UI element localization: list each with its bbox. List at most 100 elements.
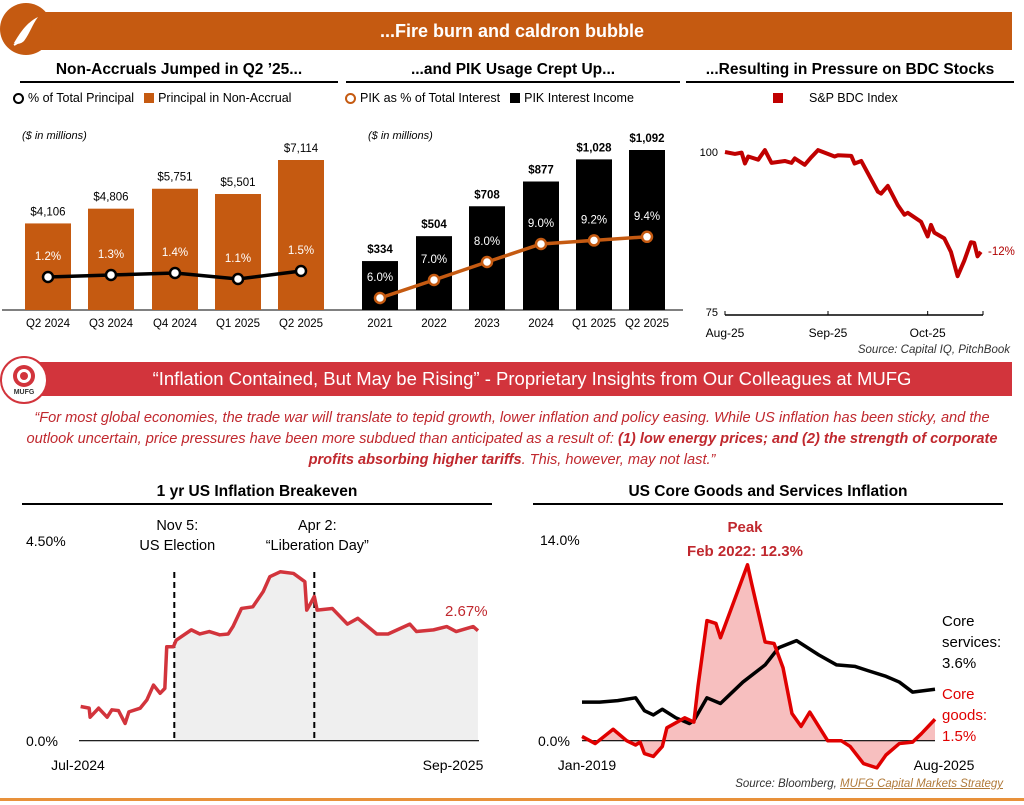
event-label: “Liberation Day”: [266, 538, 369, 554]
bar-value-label: $5,501: [220, 177, 255, 189]
line-value-label: 9.0%: [528, 218, 554, 230]
line-value-label: 1.5%: [288, 245, 314, 257]
bar-value-label: $4,106: [30, 206, 65, 218]
bar-value-label: $504: [421, 219, 447, 231]
bdc-index-line: [724, 148, 983, 279]
x-tick-label: Q1 2025: [572, 318, 616, 330]
bar-value-label: $708: [474, 189, 500, 201]
x-tick-label: Q4 2024: [153, 318, 198, 330]
goods-label: 1.5%: [942, 728, 976, 745]
chart2-legend: PIK as % of Total Interest PIK Interest …: [345, 91, 634, 105]
services-label: Core: [942, 613, 975, 630]
mufg-quote: “For most global economies, the trade wa…: [20, 408, 1004, 471]
x-tick-label: Aug-25: [706, 326, 745, 340]
line-point: [534, 237, 548, 251]
chart5-title: US Core Goods and Services Inflation: [533, 483, 1003, 505]
y-tick-label: 4.50%: [26, 533, 66, 549]
chart4-title: 1 yr US Inflation Breakeven: [22, 483, 492, 505]
bottom-divider: [0, 798, 1024, 801]
bottom-source: Source: Bloomberg, MUFG Capital Markets …: [620, 778, 1003, 790]
breakeven-line: [80, 570, 480, 726]
bar: [416, 236, 452, 310]
bar-value-label: $4,806: [93, 192, 128, 204]
x-tick-label: Q2 2025: [625, 318, 669, 330]
x-tick-label: Aug-2025: [914, 757, 975, 773]
quote-text-end: . This, however, may not last.”: [521, 452, 716, 468]
services-label: services:: [942, 634, 1001, 651]
end-value-label: -12%: [988, 246, 1015, 258]
event-label: Nov 5:: [156, 518, 198, 534]
x-tick-label: Oct-25: [910, 326, 946, 340]
y-tick-label: 75: [706, 307, 718, 319]
y-tick-label: 100: [700, 147, 718, 159]
legend-square-icon: [773, 93, 783, 103]
mufg-logo-text: MUFG: [13, 389, 35, 396]
goods-label: Core: [942, 686, 975, 703]
mufg-banner-title: “Inflation Contained, But May be Rising”…: [152, 368, 912, 389]
x-tick-label: Jan-2019: [558, 757, 617, 773]
event-label: Apr 2:: [298, 518, 337, 534]
line-point: [640, 230, 654, 244]
line-point: [427, 273, 441, 287]
line-point: [587, 234, 601, 247]
core-goods-line: [581, 563, 937, 770]
line-value-label: 1.2%: [35, 251, 61, 263]
legend-square-icon: [144, 93, 155, 103]
bird-swoosh-logo-icon: [0, 3, 52, 55]
core-services-line: [582, 638, 936, 726]
event-label: US Election: [139, 538, 215, 554]
goods-shaded-area: [582, 564, 935, 768]
legend-label: PIK Interest Income: [524, 91, 634, 105]
mufg-logo-icon: MUFG: [0, 356, 48, 404]
line-value-label: 1.1%: [225, 253, 251, 265]
line-point: [294, 264, 308, 278]
goods-label: goods:: [942, 707, 987, 724]
legend-square-icon: [510, 93, 521, 103]
line-value-label: 1.4%: [162, 247, 188, 259]
chart3-legend: S&P BDC Index: [773, 91, 898, 105]
source-text: Source: Bloomberg,: [735, 778, 841, 790]
line-series: [379, 235, 648, 300]
bdc-source: Source: Capital IQ, PitchBook: [857, 344, 1010, 356]
shaded-area: [174, 571, 478, 741]
line-point: [41, 270, 55, 284]
line-value-label: 8.0%: [474, 236, 500, 248]
line-point: [104, 268, 118, 282]
legend-label: PIK as % of Total Interest: [360, 91, 501, 105]
bar: [88, 208, 134, 310]
x-tick-label: Q2 2024: [26, 318, 71, 330]
chart2-title: ...and PIK Usage Crept Up...: [346, 61, 680, 83]
x-tick-label: 2022: [421, 318, 447, 330]
line-value-label: 9.4%: [634, 211, 660, 223]
chart1-title: Non-Accruals Jumped in Q2 ’25...: [20, 61, 338, 83]
x-tick-label: Q2 2025: [279, 318, 323, 330]
x-tick-label: 2023: [474, 318, 500, 330]
bar-value-label: $5,751: [157, 172, 192, 184]
chart3-title: ...Resulting in Pressure on BDC Stocks: [686, 61, 1014, 83]
peak-label: Feb 2022: 12.3%: [687, 543, 803, 560]
x-tick-label: 2021: [367, 318, 393, 330]
x-tick-label: Jul-2024: [51, 757, 105, 773]
peak-label: Peak: [727, 519, 763, 536]
line-value-label: 6.0%: [367, 272, 393, 284]
end-value-label: 2.67%: [445, 603, 488, 620]
bar: [25, 223, 71, 310]
quote-text: “For most global economies, the trade wa…: [26, 410, 990, 447]
x-tick-label: Sep-25: [809, 326, 848, 340]
bar-value-label: $334: [367, 244, 393, 256]
services-label: 3.6%: [942, 655, 976, 672]
bar-value-label: $1,028: [576, 142, 612, 154]
y-tick-label: 0.0%: [538, 733, 570, 749]
x-tick-label: 2024: [528, 318, 554, 330]
y-tick-label: 0.0%: [26, 733, 58, 749]
x-tick-label: Sep-2025: [423, 757, 484, 773]
bar: [629, 150, 665, 310]
bar-value-label: $7,114: [284, 143, 319, 155]
bar-value-label: $1,092: [629, 133, 664, 145]
line-value-label: 9.2%: [581, 214, 607, 226]
line-point: [480, 255, 494, 269]
line-point: [168, 266, 182, 280]
source-link[interactable]: MUFG Capital Markets Strategy: [840, 778, 1003, 790]
bar: [152, 188, 198, 310]
